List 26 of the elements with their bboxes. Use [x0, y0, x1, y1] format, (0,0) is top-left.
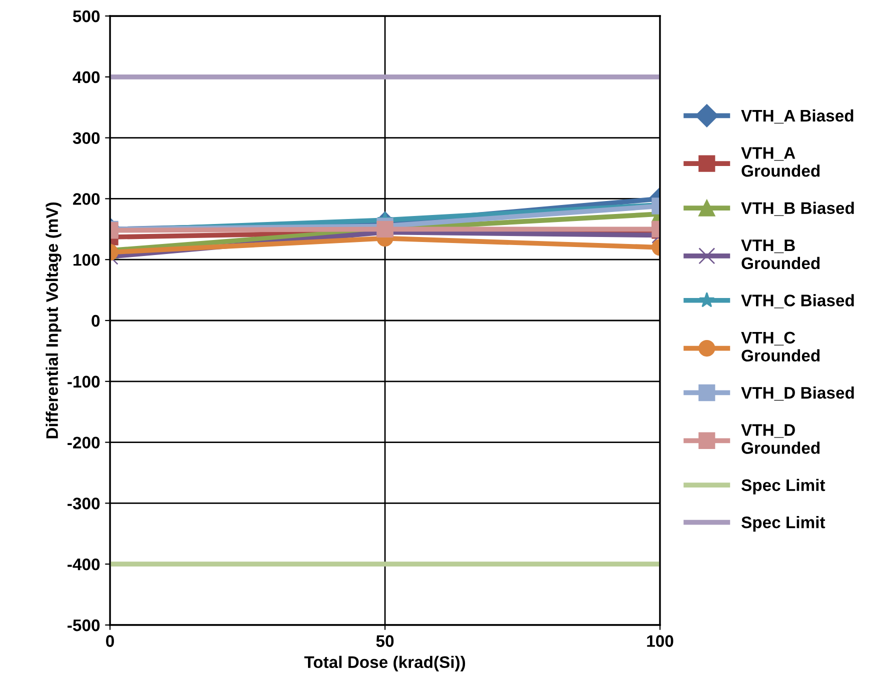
y-tick-label: -200: [68, 436, 100, 449]
y-tick-label: 0: [92, 314, 100, 327]
y-tick-label: 200: [73, 193, 100, 205]
x-tick-label: 0: [106, 635, 114, 647]
legend-label: VTH_A Biased: [741, 109, 854, 124]
y-tick-label: 100: [74, 254, 100, 266]
x-axis-title: Total Dose (krad(Si)): [304, 656, 466, 672]
legend-label: VTH_D Biased: [741, 386, 854, 401]
x-tick-label: 100: [647, 635, 674, 647]
y-tick-label: -100: [68, 376, 100, 388]
legend-label: VTH_C Biased: [741, 294, 854, 308]
legend-label: VTH_D Grounded: [741, 424, 820, 454]
y-axis-title: Differential Input Voltage (mV): [46, 202, 62, 438]
legend-label: Spec Limit: [741, 478, 826, 494]
legend-label: VTH_B Grounded: [741, 240, 820, 270]
legend-label: VTH_B Biased: [741, 202, 854, 216]
y-tick-label: -500: [68, 619, 100, 632]
y-tick-label: 400: [72, 71, 100, 84]
y-tick-label: -300: [68, 498, 100, 510]
legend-label: Spec Limit: [741, 516, 826, 532]
legend-label: VTH_C Grounded: [741, 332, 820, 362]
x-tick-label: 50: [376, 635, 394, 647]
y-tick-label: 300: [72, 132, 100, 144]
legend-label: VTH_A Grounded: [741, 147, 820, 177]
y-tick-label: 500: [72, 10, 100, 22]
y-tick-label: -400: [68, 558, 100, 570]
